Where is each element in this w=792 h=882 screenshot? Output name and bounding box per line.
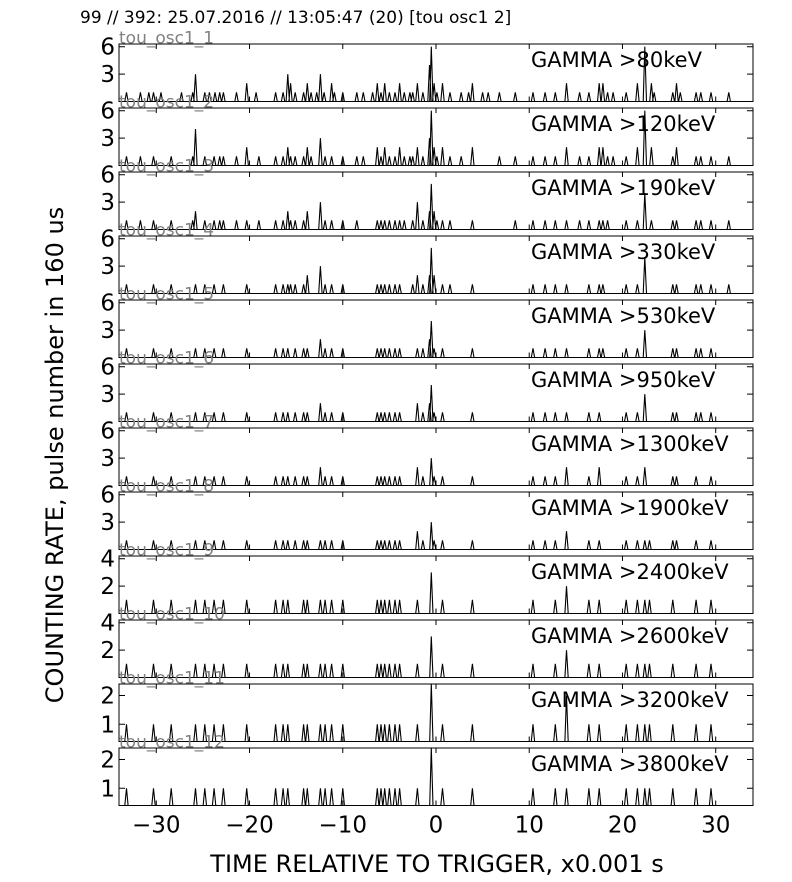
- panel-frame: [118, 427, 754, 486]
- panel-2: tou_osc1_236 GAMMA >120keV: [100, 93, 754, 167]
- x-axis-label: TIME RELATIVE TO TRIGGER, x0.001 s: [209, 850, 663, 878]
- series-line: [119, 572, 753, 615]
- panel-label: GAMMA >190keV: [531, 176, 716, 200]
- panel-4: tou_osc1_436 GAMMA >330keV: [100, 221, 754, 295]
- panel-9: tou_osc1_924 GAMMA >2400keV: [100, 541, 754, 615]
- panel-6: tou_osc1_636 GAMMA >950keV: [100, 349, 754, 423]
- panel-label: GAMMA >530keV: [531, 304, 716, 328]
- y-tick-label: 3: [100, 62, 115, 88]
- panel-tag: tou_osc1_1: [119, 29, 214, 49]
- panel-tag: tou_osc1_6: [119, 349, 214, 369]
- y-tick-label: 6: [100, 99, 115, 125]
- y-tick-label: 3: [100, 254, 115, 280]
- y-tick-label: 3: [100, 382, 115, 408]
- x-tick-label: −30: [132, 813, 181, 839]
- panel-frame: [118, 363, 754, 422]
- panel-8: tou_osc1_836 GAMMA >1900keV: [100, 477, 754, 551]
- y-tick-label: 3: [100, 510, 115, 536]
- panel-tag: tou_osc1_11: [119, 669, 225, 689]
- panel-tag: tou_osc1_2: [119, 93, 214, 113]
- series-line: [119, 747, 753, 807]
- panel-label: GAMMA >80keV: [531, 48, 703, 72]
- panel-tag: tou_osc1_3: [119, 157, 214, 177]
- series-line: [119, 384, 753, 423]
- y-tick-label: 2: [100, 638, 115, 664]
- y-tick-label: 3: [100, 126, 115, 152]
- panel-frame: [118, 555, 754, 614]
- series-line: [119, 320, 753, 359]
- panel-tag: tou_osc1_8: [119, 477, 214, 497]
- y-tick-label: 6: [100, 355, 115, 381]
- series-line: [119, 636, 753, 679]
- y-tick-label: 3: [100, 318, 115, 344]
- panel-label: GAMMA >330keV: [531, 240, 716, 264]
- panel-tag: tou_osc1_9: [119, 541, 214, 561]
- y-tick-label: 2: [100, 574, 115, 600]
- x-tick-label: 30: [701, 813, 730, 839]
- y-axis-label: COUNTING RATE, pulse number in 160 us: [41, 207, 69, 703]
- panel-frame: [118, 235, 754, 294]
- y-tick-label: 6: [100, 227, 115, 253]
- panel-label: GAMMA >3200keV: [531, 688, 729, 712]
- panel-label: GAMMA >120keV: [531, 112, 716, 136]
- y-tick-label: 4: [100, 547, 115, 573]
- y-tick-label: 3: [100, 446, 115, 472]
- panel-5: tou_osc1_536 GAMMA >530keV: [100, 285, 754, 359]
- series-line: [119, 522, 753, 551]
- panel-11: tou_osc1_11 12 GAMMA >3200keV: [100, 669, 754, 743]
- y-tick-label: 3: [100, 190, 115, 216]
- x-tick-label: −20: [225, 813, 274, 839]
- panel-frame: [118, 43, 754, 102]
- y-tick-label: 6: [100, 163, 115, 189]
- y-tick-label: 6: [100, 291, 115, 317]
- series-line: [119, 458, 753, 487]
- y-tick-label: 2: [100, 684, 115, 710]
- panel-3: tou_osc1_336 GAMMA >190keV: [100, 157, 754, 231]
- y-tick-label: 1: [100, 776, 115, 802]
- panel-label: GAMMA >2400keV: [531, 560, 729, 584]
- panel-frame: [118, 619, 754, 678]
- series-line: [119, 247, 753, 295]
- panel-frame: [118, 299, 754, 358]
- series-line: [119, 683, 753, 743]
- x-tick-label: −10: [318, 813, 367, 839]
- x-tick-label: 20: [608, 813, 637, 839]
- x-tick-labels: −30 −20 −10 0 10 20 30: [132, 813, 730, 839]
- x-tick-label: 10: [515, 813, 544, 839]
- panel-label: GAMMA >950keV: [531, 368, 716, 392]
- panel-tag: tou_osc1_12: [119, 733, 225, 753]
- panel-frame: [118, 171, 754, 230]
- panel-12: tou_osc1_12 12 GAMMA >3800keV: [100, 733, 754, 807]
- panel-1: tou_osc1_136 GAMMA >80keV: [100, 29, 754, 103]
- y-tick-label: 1: [100, 712, 115, 738]
- series-line: [119, 46, 753, 103]
- panel-label: GAMMA >1300keV: [531, 432, 729, 456]
- series-line: [119, 110, 753, 167]
- panel-tag: tou_osc1_4: [119, 221, 214, 241]
- y-tick-label: 6: [100, 419, 115, 445]
- panel-7: tou_osc1_736 GAMMA >1300keV: [100, 413, 754, 487]
- panel-tag: tou_osc1_10: [119, 605, 225, 625]
- panel-label: GAMMA >1900keV: [531, 496, 729, 520]
- y-tick-label: 2: [100, 748, 115, 774]
- y-tick-label: 4: [100, 611, 115, 637]
- y-tick-label: 6: [100, 35, 115, 61]
- panel-tag: tou_osc1_7: [119, 413, 214, 433]
- x-tick-label: 0: [429, 813, 444, 839]
- panel-tag: tou_osc1_5: [119, 285, 214, 305]
- panel-label: GAMMA >3800keV: [531, 752, 729, 776]
- panel-label: GAMMA >2600keV: [531, 624, 729, 648]
- y-tick-label: 6: [100, 483, 115, 509]
- series-line: [119, 183, 753, 231]
- chart-header: 99 // 392: 25.07.2016 // 13:05:47 (20) […: [80, 8, 512, 28]
